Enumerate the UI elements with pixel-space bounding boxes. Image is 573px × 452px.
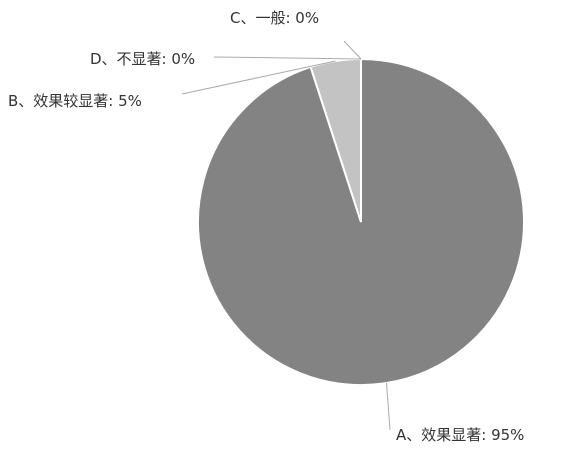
leader-line-a	[386, 382, 391, 431]
leader-line-c	[343, 40, 362, 60]
leader-line-b	[181, 60, 336, 95]
slice-label-b: B、效果较显著: 5%	[8, 92, 142, 110]
slice-label-a: A、效果显著: 95%	[396, 426, 524, 444]
slices-layer	[197, 57, 525, 386]
slice-label-d: D、不显著: 0%	[90, 50, 195, 68]
labels-layer: A、效果显著: 95% B、效果较显著: 5% C、一般: 0% D、不显著: 0%	[8, 9, 524, 444]
leader-line-d	[213, 56, 362, 60]
slice-label-c: C、一般: 0%	[230, 9, 319, 27]
leader-lines-layer	[181, 40, 391, 431]
